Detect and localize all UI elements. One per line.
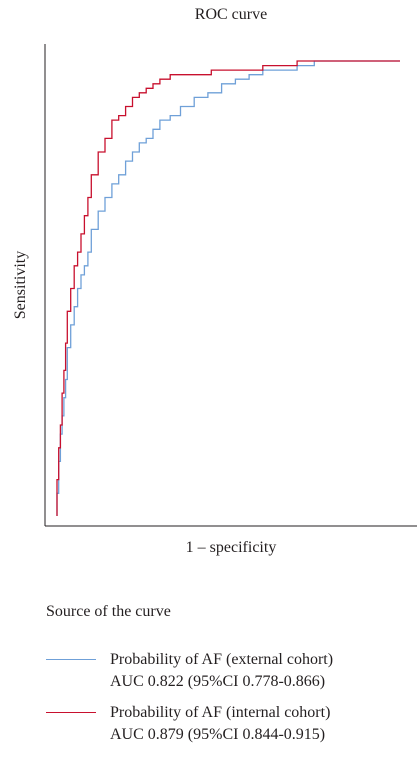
legend-title: Source of the curve [46, 603, 171, 620]
x-axis-label: 1 – specificity [185, 539, 277, 556]
series-layer [56, 60, 400, 516]
legend-swatch-external [46, 659, 96, 660]
roc-line-external [56, 60, 400, 516]
legend-name-internal: Probability of AF (internal cohort) [110, 704, 331, 721]
roc-line-internal [56, 60, 400, 516]
legend-detail-external: AUC 0.822 (95%CI 0.778-0.866) [110, 673, 326, 690]
legend-name-external: Probability of AF (external cohort) [110, 651, 334, 668]
y-axis-label: Sensitivity [12, 250, 29, 320]
legend-detail-internal: AUC 0.879 (95%CI 0.844-0.915) [110, 726, 326, 743]
legend-swatch-internal [46, 712, 96, 713]
chart-title: ROC curve [194, 6, 268, 23]
